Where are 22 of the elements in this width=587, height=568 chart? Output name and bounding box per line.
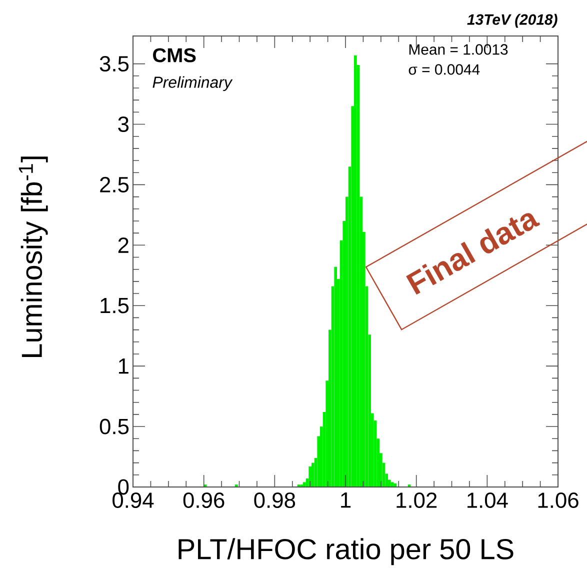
annotation: Preliminary [152,76,233,92]
annotation: σ = 0.0044 [408,64,480,75]
annotation: CMS [153,48,196,62]
x-tick-label: 0.94 [112,492,154,508]
y-tick-label: 0 [118,479,129,495]
y-tick-label: 2 [118,238,128,253]
x-tick-label: 0.98 [254,492,296,508]
y-axis-title: Luminosity [fb$^{-1}$] [18,156,48,357]
x-tick-label: 1.06 [538,492,578,508]
y-tick-label: 3.5 [100,56,129,72]
x-axis-title: PLT/HFOC ratio per 50 LS [178,538,514,566]
x-tick-label: 1.02 [396,492,437,508]
x-tick-label: 1 [341,492,351,508]
chart-title: 13TeV (2018) [467,14,558,28]
y-tick-label: 2.5 [100,176,129,192]
y-tick-label: 0.5 [100,418,129,434]
y-tick-label: 1 [118,358,128,374]
annotation: Mean = 1.0013 [409,44,508,55]
x-tick-label: 0.96 [183,492,224,508]
y-tick-label: 1.5 [100,298,129,314]
y-tick-label: 3 [118,116,129,132]
x-tick-label: 1.04 [468,492,508,508]
